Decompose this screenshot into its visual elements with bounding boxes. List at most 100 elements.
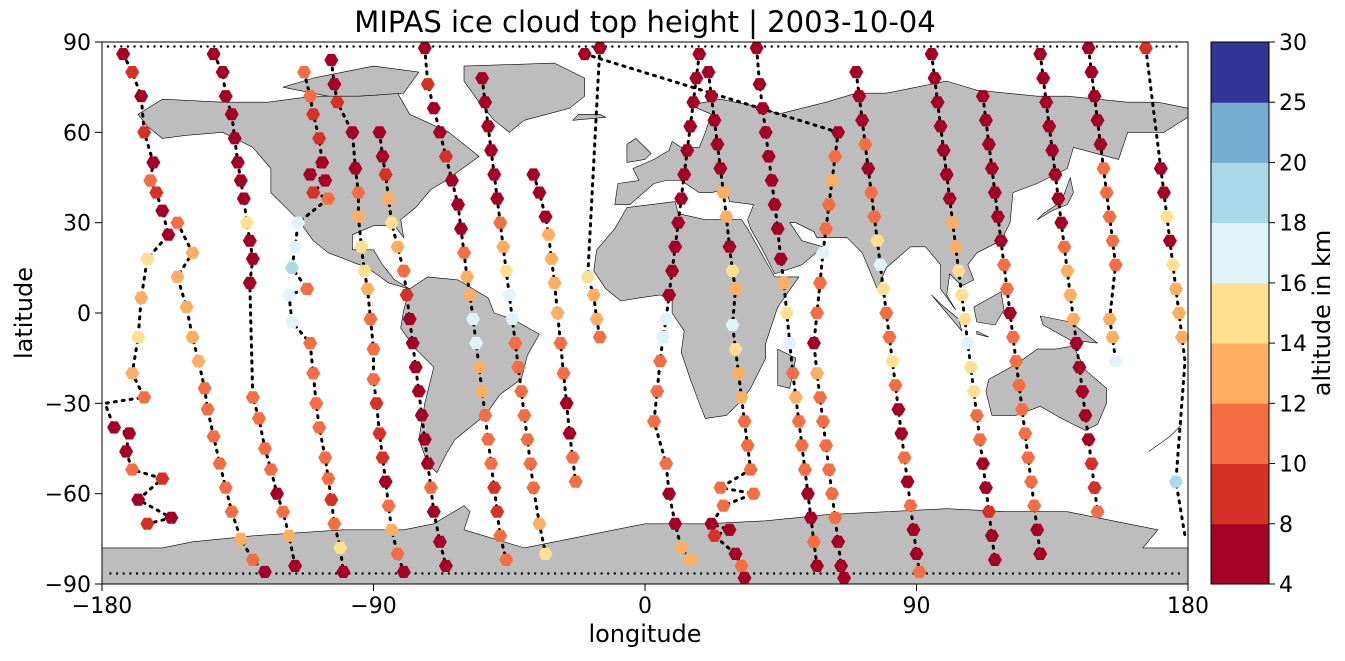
ice-cloud-marker (553, 337, 568, 350)
ice-cloud-marker (758, 126, 773, 139)
orbit-track (1144, 46, 1187, 538)
ice-cloud-marker (1063, 288, 1078, 301)
orbit-track (423, 46, 508, 562)
ice-cloud-marker (834, 559, 849, 572)
polar-track-dot (726, 572, 729, 575)
ice-cloud-marker (770, 222, 785, 235)
ice-cloud-marker (285, 316, 299, 329)
polar-track-dot (166, 45, 169, 48)
polar-track-dot (445, 45, 448, 48)
land-mass (1148, 424, 1183, 452)
polar-track-dot (1009, 45, 1012, 48)
orbit-track (102, 52, 176, 526)
polar-track-dot (206, 45, 209, 48)
polar-track-dot (1128, 45, 1132, 48)
ice-cloud-marker (502, 288, 517, 301)
polar-track-dot (109, 572, 112, 575)
ice-cloud-marker (674, 541, 689, 554)
polar-track-dot (122, 572, 125, 575)
ice-cloud-marker (1175, 331, 1189, 344)
polar-track-dot (646, 572, 650, 575)
polar-track-dot (620, 572, 623, 575)
ice-cloud-marker (828, 150, 843, 163)
polar-track-dot (388, 572, 391, 575)
colorbar-tick-label: 20 (1279, 151, 1307, 176)
ice-cloud-marker (297, 66, 312, 79)
ice-cloud-marker (242, 234, 257, 247)
ice-cloud-marker (381, 192, 396, 205)
ice-cloud-marker (933, 120, 948, 133)
polar-track-dot (1175, 45, 1178, 48)
polar-track-dot (553, 572, 557, 575)
ice-cloud-marker (300, 282, 315, 295)
polar-track-dot (441, 572, 444, 575)
polar-track-dot (405, 45, 408, 48)
polar-track-dot (1157, 572, 1161, 575)
ice-cloud-marker (580, 270, 595, 283)
polar-track-dot (819, 572, 822, 575)
ice-cloud-marker (420, 78, 435, 91)
ice-cloud-marker (1084, 66, 1099, 79)
polar-track-dot (334, 572, 338, 575)
polar-track-dot (173, 45, 176, 48)
ice-cloud-marker (984, 162, 999, 175)
polar-track-dot (677, 45, 680, 48)
ice-cloud-marker (291, 216, 306, 229)
polar-track-dot (1055, 45, 1059, 48)
ice-cloud-marker (107, 421, 122, 434)
ice-cloud-marker (457, 246, 471, 259)
polar-track-dot (1104, 572, 1108, 575)
polar-track-dot (186, 45, 189, 48)
polar-track-dot (810, 45, 813, 48)
ice-cloud-marker (363, 313, 378, 326)
ice-cloud-marker (873, 258, 888, 271)
polar-track-dot (162, 572, 165, 575)
ice-cloud-marker (351, 186, 366, 199)
polar-track-dot (766, 572, 769, 575)
ice-cloud-marker (1105, 331, 1120, 344)
polar-track-dot (219, 45, 223, 48)
polar-track-dot (286, 45, 289, 48)
ice-cloud-marker (707, 114, 722, 127)
polar-track-dot (783, 45, 787, 48)
polar-track-dot (578, 45, 581, 48)
polar-track-dot (863, 45, 866, 48)
polar-track-dot (916, 45, 919, 48)
ice-cloud-marker (547, 276, 562, 289)
ice-cloud-marker (357, 264, 372, 277)
ice-cloud-marker (713, 162, 728, 175)
ice-cloud-marker (1081, 433, 1096, 446)
polar-track-dot (461, 572, 464, 575)
ice-cloud-marker (1033, 547, 1048, 560)
ice-cloud-marker (224, 505, 239, 518)
polar-track-dot (235, 572, 238, 575)
ice-cloud-marker (378, 475, 393, 488)
ice-cloud-marker (384, 216, 399, 229)
ice-cloud-marker (140, 517, 155, 530)
polar-track-dot (737, 45, 740, 48)
polar-track-dot (315, 572, 318, 575)
polar-track-dot (812, 572, 816, 575)
ice-cloud-marker (212, 457, 227, 470)
ice-cloud-marker (987, 186, 1002, 199)
ice-cloud-marker (432, 535, 447, 548)
ice-cloud-marker (475, 385, 490, 398)
polar-track-dot (664, 45, 667, 48)
x-axis: −180 −90 0 90 180 (72, 584, 1209, 619)
colorbar-frame (1210, 41, 1270, 585)
polar-track-dot (531, 45, 534, 48)
colorbar-bin (1211, 222, 1269, 284)
land-mass (976, 330, 990, 338)
polar-track-dot (1031, 572, 1035, 575)
polar-track-dot (686, 572, 689, 575)
ice-cloud-marker (813, 276, 827, 289)
polar-track-dot (465, 45, 468, 48)
polar-track-dot (792, 572, 796, 575)
ice-cloud-marker (1003, 306, 1017, 320)
polar-track-dot (637, 45, 641, 48)
polar-track-dot (511, 45, 515, 48)
polar-track-dot (558, 45, 561, 48)
polar-track-dot (640, 572, 643, 575)
ice-cloud-marker (936, 144, 951, 157)
ice-cloud-marker (206, 430, 221, 443)
